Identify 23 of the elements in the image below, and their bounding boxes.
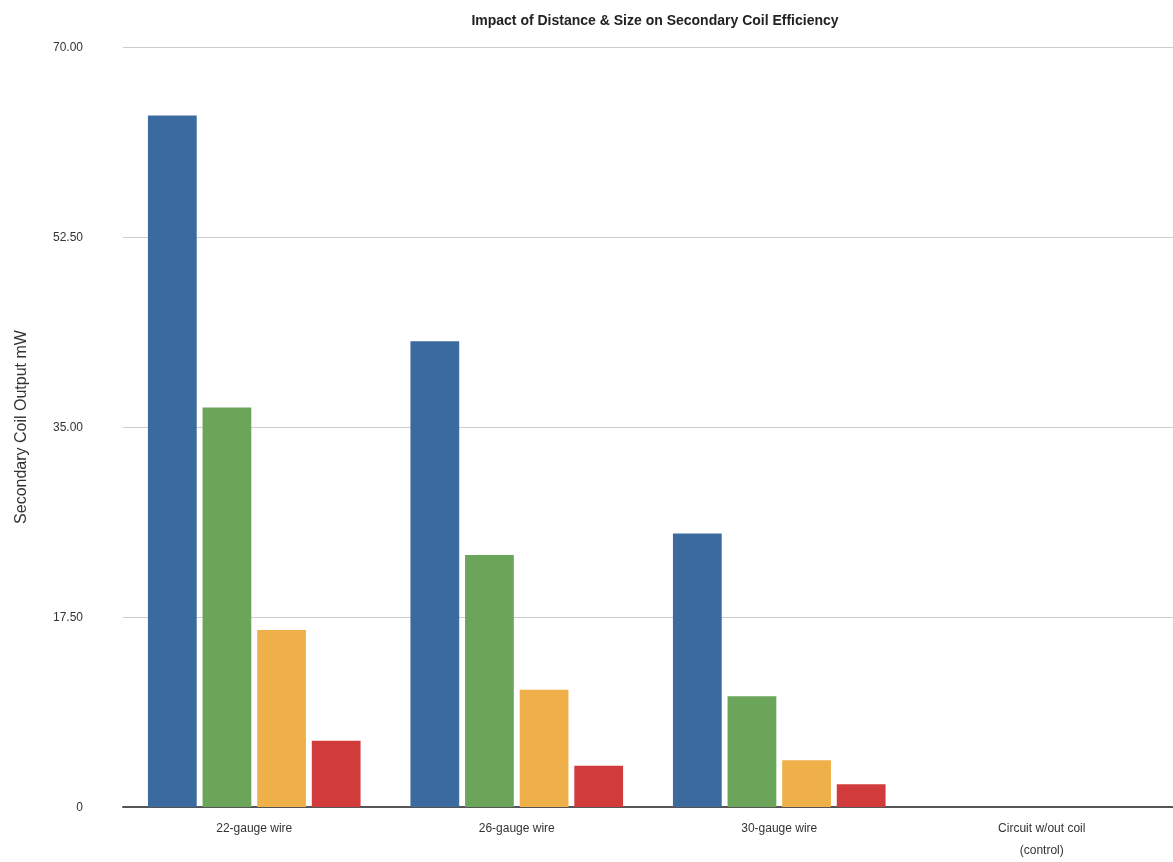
bar xyxy=(202,407,252,807)
x-tick-label: 30-gauge wire xyxy=(741,821,818,835)
chart-title: Impact of Distance & Size on Secondary Coil Efficiency xyxy=(471,12,839,28)
bar xyxy=(672,533,722,807)
bar xyxy=(465,555,514,807)
y-tick-label: 70.00 xyxy=(52,40,84,54)
bar xyxy=(311,740,361,807)
y-tick-label: 52.50 xyxy=(52,230,84,244)
y-tick-label: 17.50 xyxy=(52,610,84,624)
bar xyxy=(836,784,886,807)
y-axis-title: Secondary Coil Output mW xyxy=(11,329,29,524)
bar xyxy=(574,765,624,807)
bar xyxy=(519,689,569,807)
x-tick-label: Circuit w/out coil (control) xyxy=(998,821,1086,857)
bar xyxy=(410,341,460,807)
bar xyxy=(727,696,777,807)
bar xyxy=(782,760,831,807)
x-tick-label: 26-gauge wire xyxy=(478,821,556,835)
bar xyxy=(257,630,306,807)
y-tick-label: 0 xyxy=(76,800,84,814)
bar xyxy=(147,115,197,807)
x-tick-label: 22-gauge wire xyxy=(216,821,293,835)
y-tick-label: 35.00 xyxy=(52,420,84,434)
